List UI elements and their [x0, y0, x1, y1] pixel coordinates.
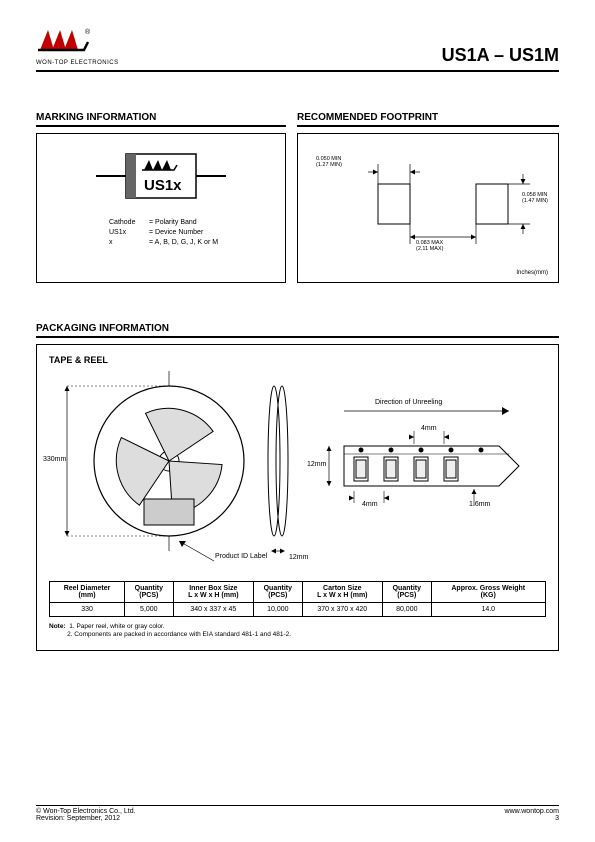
th-1: Quantity(PCS) [125, 582, 173, 603]
packaging-title: PACKAGING INFORMATION [36, 323, 559, 338]
footer-revision: Revision: September, 2012 [36, 815, 136, 822]
tape-reel-title: TAPE & REEL [49, 355, 546, 365]
th-6: Approx. Gross Weight(KG) [431, 582, 545, 603]
dim-bottom: 0.083 MAX(2.11 MAX) [416, 240, 443, 252]
th-3: Quantity(PCS) [254, 582, 302, 603]
chip-text: US1x [144, 177, 182, 194]
th-5: Quantity(PCS) [383, 582, 431, 603]
units-label: Inches(mm) [516, 270, 548, 276]
page-header: ® WON-TOP ELECTRONICS US1A – US1M [36, 28, 559, 72]
product-id-label: Product ID Label [215, 553, 267, 560]
chip-marking-icon: US1x [96, 146, 226, 206]
table-row: 330 5,000 340 x 337 x 45 10,000 370 x 37… [50, 603, 546, 617]
notes: Note: 1. Paper reel, white or gray color… [49, 623, 546, 640]
footprint-box: 0.050 MIN(1.27 MIN) 0.058 MIN(1.47 MIN) … [297, 133, 559, 283]
svg-text:®: ® [85, 28, 91, 36]
company-name: WON-TOP ELECTRONICS [36, 60, 119, 66]
th-0: Reel Diameter(mm) [50, 582, 125, 603]
reel-width-label: 12mm [289, 554, 308, 561]
th-2: Inner Box SizeL x W x H (mm) [173, 582, 254, 603]
reel-height-label: 330mm [43, 456, 66, 463]
packaging-box: TAPE & REEL [36, 344, 559, 651]
dim-top: 0.050 MIN(1.27 MIN) [316, 156, 342, 168]
tape-p1-label: 4mm [421, 425, 437, 432]
dim-right: 0.058 MIN(1.47 MIN) [522, 192, 548, 204]
tape-p2-label: 4mm [362, 501, 378, 508]
footer-url: www.wontop.com [505, 808, 559, 815]
reel-diagram: 330mm Product ID Label 12mm Direction of… [49, 371, 546, 571]
packaging-table: Reel Diameter(mm) Quantity(PCS) Inner Bo… [49, 581, 546, 617]
part-number-title: US1A – US1M [442, 45, 559, 66]
page-footer: © Won-Top Electronics Co., Ltd. Revision… [36, 805, 559, 822]
footer-copyright: © Won-Top Electronics Co., Ltd. [36, 808, 136, 815]
logo-block: ® WON-TOP ELECTRONICS [36, 28, 119, 66]
th-4: Carton SizeL x W x H (mm) [302, 582, 383, 603]
company-logo-icon: ® [36, 28, 94, 58]
marking-title: MARKING INFORMATION [36, 112, 286, 127]
tape-h-label: 12mm [307, 461, 326, 468]
footprint-title: RECOMMENDED FOOTPRINT [297, 112, 559, 127]
direction-label: Direction of Unreeling [375, 399, 442, 406]
tape-t-label: 1.6mm [469, 501, 490, 508]
footer-page: 3 [505, 815, 559, 822]
marking-box: US1x Cathode= Polarity Band US1x= Device… [36, 133, 286, 283]
marking-labels: Cathode= Polarity Band US1x= Device Numb… [49, 218, 273, 247]
